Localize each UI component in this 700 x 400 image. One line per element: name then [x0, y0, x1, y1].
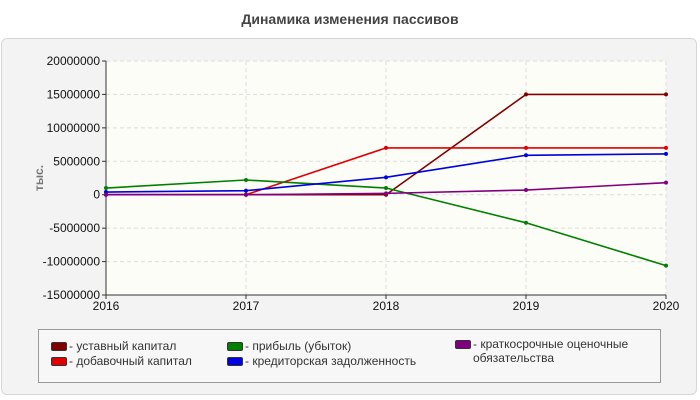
x-tick-label: 2017 [233, 299, 260, 313]
legend-item-pribyl: - прибыль (убыток) [227, 339, 351, 353]
data-point [104, 186, 108, 191]
y-tick-label: 10000000 [47, 121, 101, 135]
y-tick-label: -15000000 [43, 288, 101, 302]
x-tick-label: 2020 [653, 299, 680, 313]
data-point [384, 175, 388, 180]
data-point [524, 188, 528, 193]
legend-item-ustavny: - уставный капитал [51, 339, 176, 353]
data-point [524, 153, 528, 158]
legend-label: - прибыль (убыток) [245, 339, 352, 353]
data-point [664, 180, 668, 185]
data-point [524, 145, 528, 150]
chart-legend: - уставный капитал - добавочный капитал … [38, 329, 661, 383]
data-point [524, 220, 528, 225]
data-point [384, 191, 388, 196]
legend-swatch [51, 342, 67, 351]
data-point [524, 92, 528, 97]
data-point [384, 186, 388, 191]
data-point [664, 151, 668, 156]
x-tick-label: 2016 [93, 299, 120, 313]
data-point [244, 192, 248, 197]
data-point [384, 145, 388, 150]
legend-label: - кредиторская задолженность [245, 354, 417, 368]
y-axis-label: тыс. [32, 165, 46, 191]
legend-swatch [51, 357, 67, 366]
legend-swatch [455, 340, 471, 349]
series-lines [104, 92, 668, 268]
legend-item-dobavochny: - добавочный капитал [51, 354, 192, 368]
legend-item-kreditorskaya: - кредиторская задолженность [227, 354, 416, 368]
data-point [104, 192, 108, 197]
legend-swatch [227, 342, 243, 351]
y-tick-labels: 20000000 15000000 10000000 5000000 0 -5000000… [43, 54, 101, 302]
data-point [664, 92, 668, 97]
y-tick-label: 15000000 [47, 87, 101, 101]
chart-title: Динамика изменения пассивов [241, 11, 459, 27]
x-tick-labels: 2016 2017 2018 2019 2020 [93, 299, 680, 313]
legend-label: - добавочный капитал [69, 354, 192, 368]
y-tick-label: -5000000 [49, 221, 100, 235]
data-point [664, 145, 668, 150]
legend-item-otsenochnye: - краткосрочные оценочные обязательства [455, 337, 650, 365]
data-point [244, 178, 248, 183]
data-point [664, 263, 668, 268]
legend-label: - уставный капитал [69, 339, 177, 353]
y-tick-label: -10000000 [43, 255, 101, 269]
x-tick-label: 2018 [373, 299, 400, 313]
y-tick-label: 5000000 [53, 154, 100, 168]
y-tick-label: 20000000 [47, 54, 101, 68]
data-point [244, 188, 248, 193]
legend-swatch [227, 357, 243, 366]
legend-label: - краткосрочные оценочные обязательства [473, 337, 629, 365]
y-tick-label: 0 [93, 188, 100, 202]
x-tick-label: 2019 [513, 299, 540, 313]
